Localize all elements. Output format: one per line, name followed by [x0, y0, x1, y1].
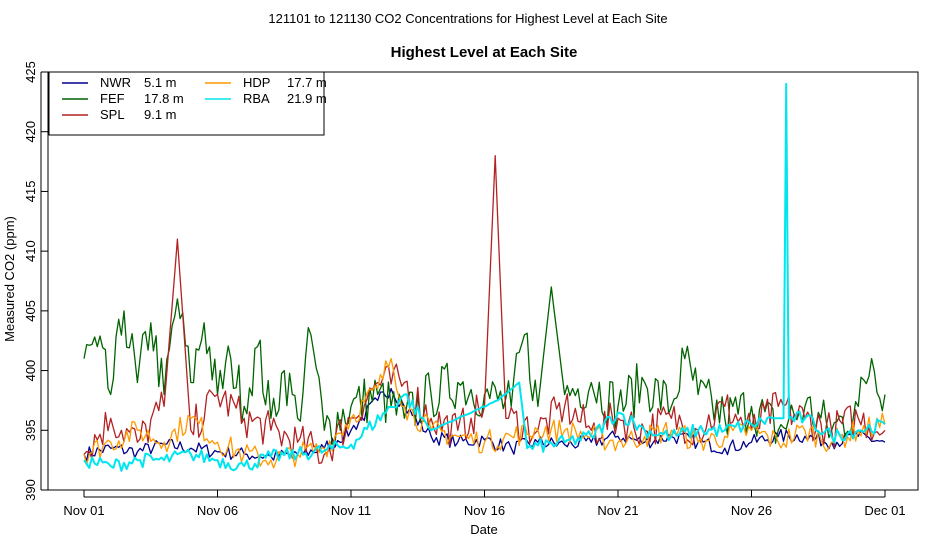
- series-line-hdp: [83, 357, 886, 469]
- legend-label-fef: FEF: [100, 91, 125, 106]
- y-tick-label: 405: [23, 300, 38, 322]
- x-tick-label: Nov 06: [197, 503, 238, 518]
- y-tick-label: 410: [23, 240, 38, 262]
- y-axis-label: Measured CO2 (ppm): [2, 216, 17, 342]
- legend-height-nwr: 5.1 m: [144, 75, 177, 90]
- x-axis-label: Date: [470, 522, 497, 537]
- y-tick-label: 415: [23, 181, 38, 203]
- series-layer: [83, 82, 886, 472]
- legend-box: [48, 71, 325, 136]
- legend-height-hdp: 17.7 m: [287, 75, 327, 90]
- x-tick-label: Nov 16: [464, 503, 505, 518]
- chart-title: Highest Level at Each Site: [391, 44, 578, 61]
- legend-label-rba: RBA: [243, 91, 270, 106]
- legend-height-fef: 17.8 m: [144, 91, 184, 106]
- y-tick-label: 400: [23, 360, 38, 382]
- x-tick-label: Nov 21: [597, 503, 638, 518]
- legend-label-nwr: NWR: [100, 75, 131, 90]
- series-line-rba: [83, 82, 886, 472]
- page-title: 121101 to 121130 CO2 Concentrations for …: [268, 11, 667, 26]
- legend-label-hdp: HDP: [243, 75, 270, 90]
- y-tick-label: 425: [23, 61, 38, 83]
- x-tick-label: Nov 11: [331, 503, 371, 518]
- legend-height-spl: 9.1 m: [144, 107, 177, 122]
- y-tick-label: 420: [23, 121, 38, 143]
- legend: NWR 5.1 m FEF 17.8 m SPL 9.1 m HDP 17.7 m RBA 21.…: [48, 71, 327, 136]
- x-tick-label: Dec 01: [864, 503, 905, 518]
- series-line-nwr: [83, 387, 886, 462]
- x-tick-label: Nov 26: [731, 503, 772, 518]
- legend-height-rba: 21.9 m: [287, 91, 327, 106]
- y-tick-label: 395: [23, 419, 38, 441]
- x-tick-label: Nov 01: [63, 503, 104, 518]
- series-line-spl: [83, 154, 886, 464]
- plot-frame: [47, 71, 919, 491]
- axis-layer: Nov 01 Nov 06 Nov 11 Nov 16 Nov 21 Nov 26 Dec …: [23, 61, 906, 518]
- legend-label-spl: SPL: [100, 107, 125, 122]
- y-tick-label: 390: [23, 479, 38, 501]
